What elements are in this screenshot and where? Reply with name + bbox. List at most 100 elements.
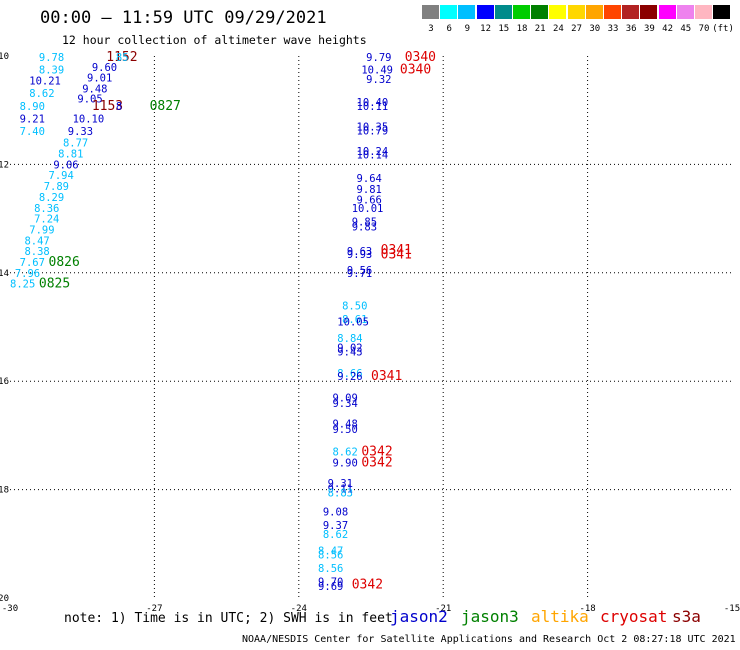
wave-height-label: 7.67 [20,257,45,269]
time-label: 0340 [400,63,431,78]
y-tick-label: -18 [0,486,9,496]
time-label: 1152 [106,50,137,65]
legend-swatch [658,5,676,19]
wave-height-label: 9.06 [53,159,78,171]
legend-swatch [531,5,549,19]
wave-height-label: 9.02 [337,343,362,355]
wave-height-label: 8.84 [337,333,362,345]
satellite-jason3: jason3 [461,607,519,626]
legend-swatch [604,5,621,19]
wave-height-label: 8.47 [318,545,343,557]
wave-height-label: 8.38 [24,246,49,258]
wave-height-label: 7.94 [49,170,74,182]
credit-line: NOAA/NESDIS Center for Satellite Applica… [242,634,736,645]
time-label: 0340 [405,50,436,65]
legend-label: 45 [680,24,692,34]
wave-height-label: 10.79 [357,125,389,137]
wave-height-label: 9.63 [347,246,372,258]
wave-height-label: 9.37 [323,520,348,532]
legend-label: 30 [589,24,601,34]
wave-height-label: 9.64 [357,173,382,185]
y-tick-label: -10 [0,52,9,62]
wave-height-label: 10.21 [29,75,61,87]
satellite-jason2: jason2 [390,607,448,626]
wave-height-label: 9.93 [347,249,372,261]
time-label: 0341 [381,247,412,262]
wave-height-label: 9.09 [332,392,357,404]
wave-height-label: 9.70 [318,577,343,589]
wave-height-label: 8.56 [318,563,343,575]
wave-height-label: 7.99 [29,224,54,236]
legend-swatch [567,5,585,19]
legend-swatch [713,5,731,19]
wave-height-label: 10.11 [357,101,389,113]
legend-swatch [695,5,712,19]
time-label: 1153 [92,99,123,114]
wave-height-label: 9.50 [332,424,357,436]
wave-height-label: 9.21 [20,113,45,125]
wave-height-label: 8.56 [318,550,343,562]
wave-height-label: 9.08 [323,506,348,518]
legend-swatch [676,5,694,19]
wave-height-label: 8 [116,101,122,113]
wave-height-label: 8.62 [332,447,357,459]
legend-label: 27 [571,24,583,34]
wave-height-label: 9.66 [357,195,382,207]
satellite-altika: altika [531,607,589,626]
legend-label: 3 [428,24,434,34]
wave-height-label: 10.35 [357,121,389,133]
time-label: 0342 [352,577,383,592]
legend-label: 18 [516,24,528,34]
wave-height-label: 8.61 [342,314,367,326]
wave-height-label: 9.31 [328,478,353,490]
wave-height-label: 9.79 [366,52,391,64]
wave-height-label: 8.90 [20,101,45,113]
wave-height-label: 9.43 [337,346,362,358]
wave-height-label: 10.40 [357,97,389,109]
wave-height-label: 8.81 [58,149,83,161]
wave-height-label: 9.11 [328,484,353,496]
wave-height-label: 8.25 [10,279,35,291]
legend-label: 42 [662,24,674,34]
wave-height-label: 8.66 [337,368,362,380]
page-title: 00:00 – 11:59 UTC 09/29/2021 [40,8,327,28]
wave-height-label: 9.56 [347,265,372,277]
legend-label: 12 [480,24,492,34]
x-tick-label: -30 [2,604,18,614]
wave-height-label: 9.32 [366,74,391,86]
time-label: 0341 [371,369,402,384]
x-tick-label: -15 [724,604,740,614]
wave-height-label: 10.10 [73,113,105,125]
legend-label: 33 [607,24,619,34]
wave-height-label: 10.05 [337,317,369,329]
wave-height-label: 9.48 [332,418,357,430]
wave-height-label: 9.83 [352,222,377,234]
legend-label: 15 [498,24,510,34]
wave-height-label: 9.90 [332,458,357,470]
time-label: 0342 [361,456,392,471]
page-subtitle: 12 hour collection of altimeter wave hei… [62,33,367,47]
wave-height-label: 9.81 [357,184,382,196]
axis-ticks: -30 -27 -24 -21 -18 -15 -10 -12 -14 -16 -18 -20 [0,52,740,614]
wave-height-label: 9.34 [332,398,357,410]
wave-height-label: 8.47 [24,235,49,247]
wave-height-label: 7.89 [44,181,69,193]
satellite-s3a: s3a [672,607,701,626]
legend-swatch [458,5,476,19]
footnote: note: 1) Time is in UTC; 2) SWH is in fe… [64,611,393,626]
x-tick-label: -27 [146,604,162,614]
wave-height-label: 10.01 [352,203,384,215]
wave-height-label: 9.78 [39,52,64,64]
legend-label: 36 [625,24,637,34]
wave-height-label: 8.29 [39,192,64,204]
wave-height-label: 10.24 [357,146,389,158]
wave-height-label: 8.83 [328,487,353,499]
legend-swatch [440,5,458,19]
wave-height-label: 9.71 [347,268,372,280]
y-tick-label: -12 [0,160,9,170]
wave-height-label: 9.48 [82,84,107,96]
time-label: 0342 [361,445,392,460]
time-label: 0341 [381,243,412,258]
wave-height-label: 10.49 [361,65,393,77]
